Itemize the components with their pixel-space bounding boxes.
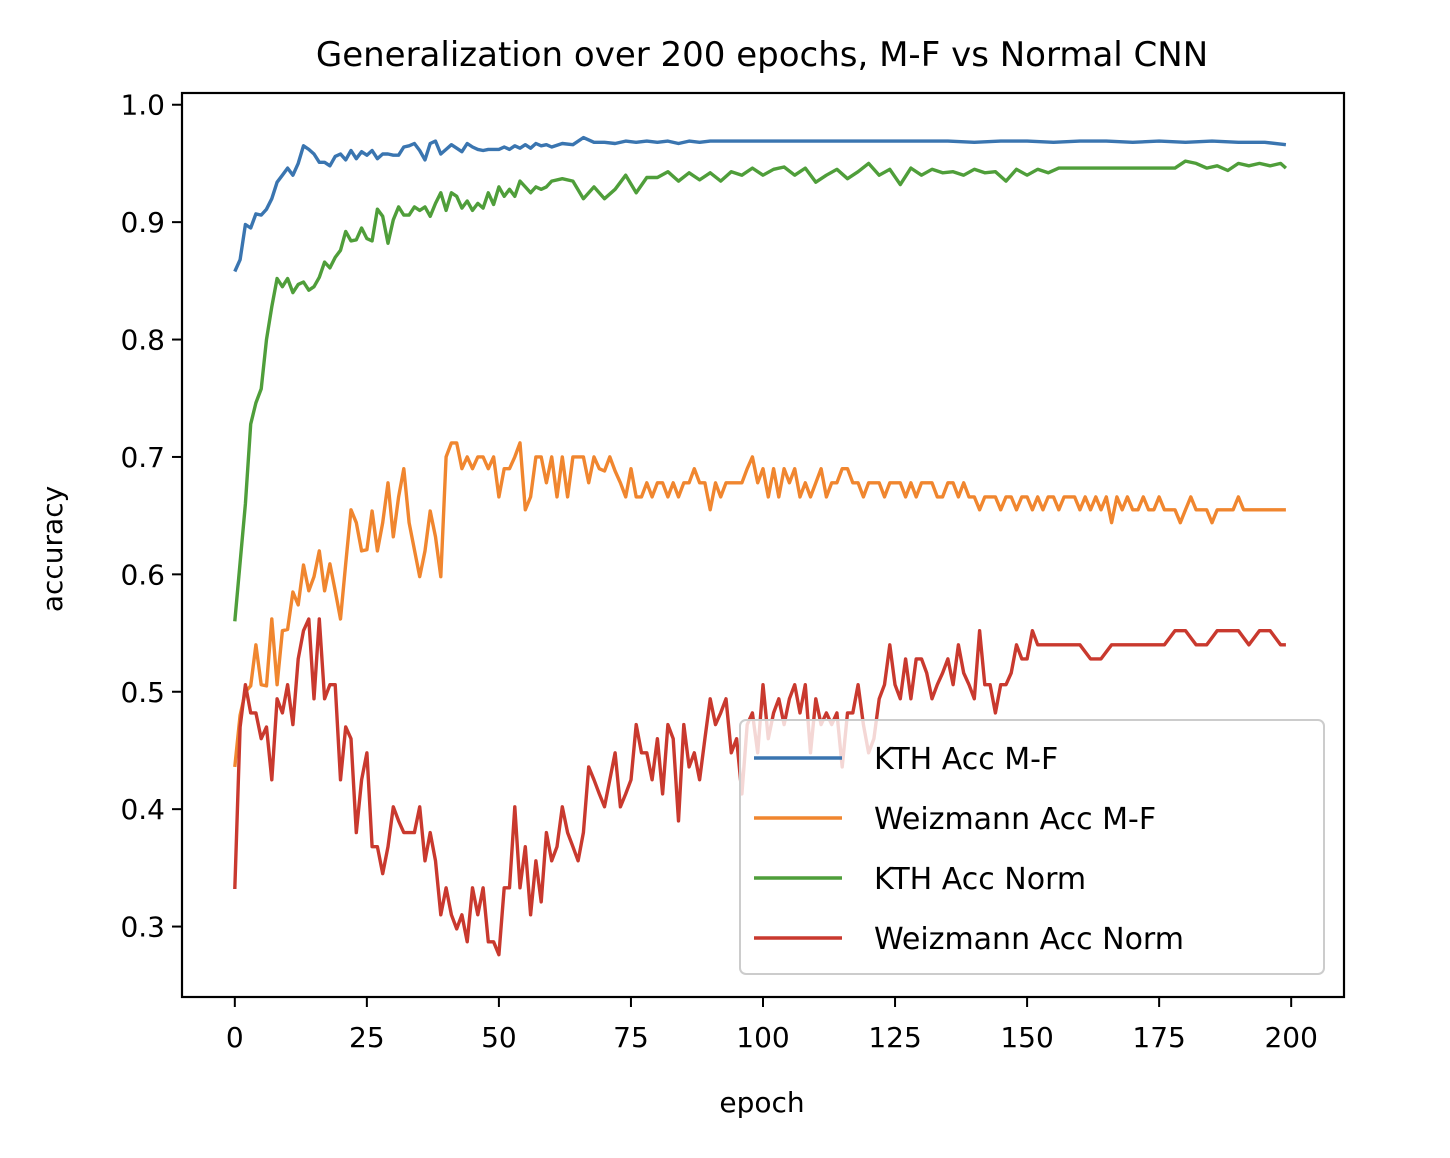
legend-label-1: Weizmann Acc M-F	[874, 802, 1156, 837]
y-tick-label: 0.7	[120, 441, 165, 474]
x-tick-label: 25	[349, 1021, 385, 1054]
y-tick-label: 0.5	[120, 676, 165, 709]
x-tick-label: 0	[226, 1021, 244, 1054]
x-tick-label: 50	[481, 1021, 517, 1054]
legend: KTH Acc M-F Weizmann Acc M-F KTH Acc Norm W…	[739, 719, 1325, 975]
y-tick-label: 0.9	[120, 206, 165, 239]
x-tick-label: 150	[1000, 1021, 1053, 1054]
plot-area	[233, 135, 1288, 957]
y-tick-label: 0.6	[120, 558, 165, 591]
legend-label-2: KTH Acc Norm	[874, 862, 1086, 897]
axis-ticks: 0 25 50 75 100 125 150 175 200 0.3 0.4 0.5 0.6 0.7 0.8…	[120, 89, 1317, 1054]
x-tick-label: 125	[868, 1021, 921, 1054]
x-tick-label: 175	[1132, 1021, 1185, 1054]
series-line-3	[233, 617, 1286, 957]
x-tick-label: 100	[736, 1021, 789, 1054]
y-tick-label: 0.3	[120, 911, 165, 944]
series-line-0	[233, 135, 1287, 273]
legend-label-3: Weizmann Acc Norm	[874, 922, 1184, 957]
legend-box	[739, 719, 1325, 975]
x-tick-label: 75	[613, 1021, 649, 1054]
series-line-2	[233, 159, 1288, 622]
y-tick-label: 0.4	[120, 793, 165, 826]
legend-label-0: KTH Acc M-F	[874, 742, 1058, 777]
series-line-1	[233, 441, 1286, 768]
y-axis-label: accuracy	[36, 486, 69, 612]
y-tick-label: 0.8	[120, 324, 165, 357]
chart-title: Generalization over 200 epochs, M-F vs N…	[316, 35, 1208, 75]
x-tick-label: 200	[1264, 1021, 1317, 1054]
y-tick-label: 1.0	[120, 89, 165, 122]
x-axis-label: epoch	[719, 1086, 804, 1119]
